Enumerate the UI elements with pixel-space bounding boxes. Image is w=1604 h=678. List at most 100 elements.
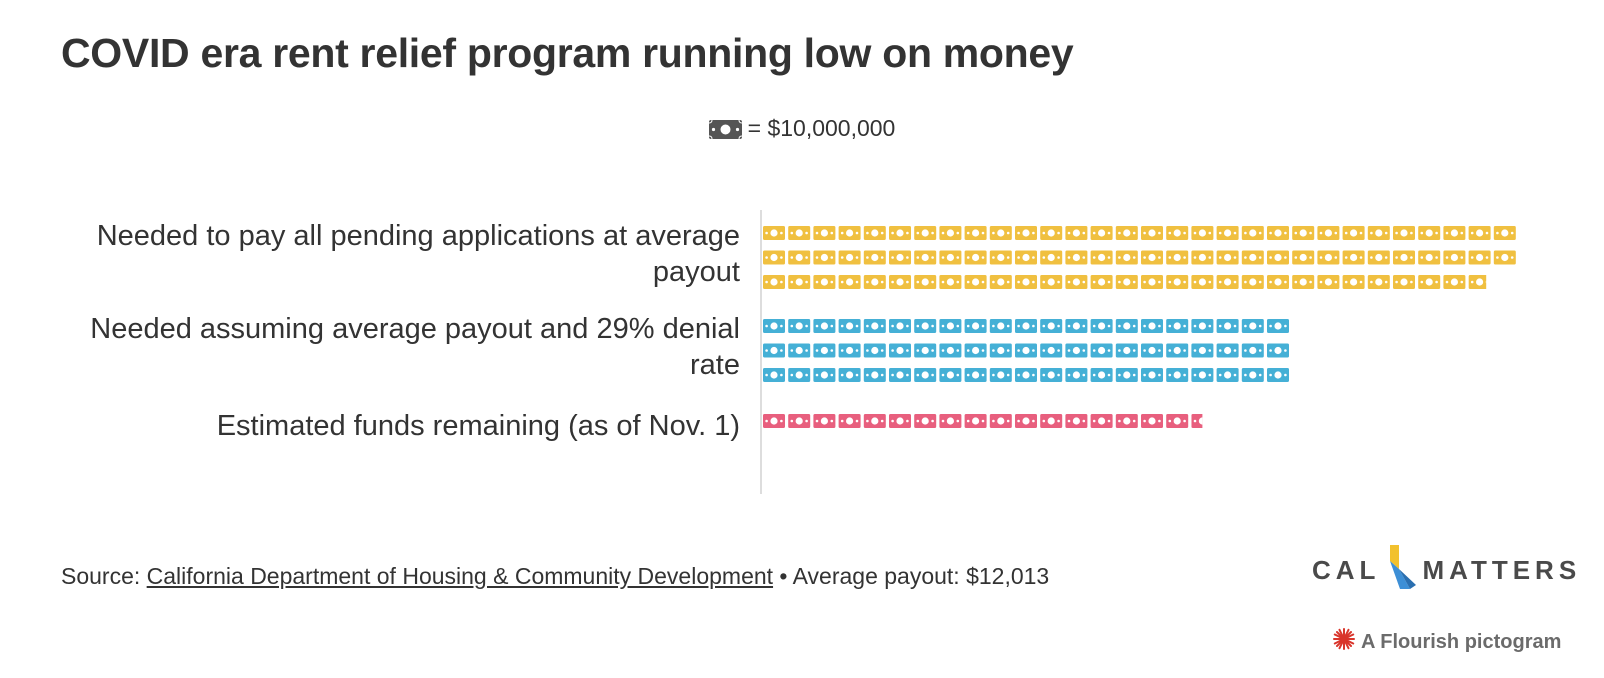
dollar-bill-icon <box>1090 250 1113 265</box>
dollar-bill-icon <box>1040 226 1063 240</box>
dollar-bill-icon <box>838 226 861 240</box>
category-label: Needed to pay all pending applications a… <box>97 220 740 288</box>
dollar-bill-icon <box>1342 226 1365 240</box>
dollar-bill-icon <box>1468 275 1487 289</box>
dollar-bill-icon <box>1317 250 1340 265</box>
dollar-bill-icon <box>1367 226 1390 240</box>
dollar-bill-icon <box>1191 368 1214 382</box>
dollar-bill-icon <box>763 275 785 289</box>
dollar-bill-icon <box>914 414 937 428</box>
dollar-bill-icon <box>1267 250 1289 265</box>
dollar-bill-icon <box>1216 226 1239 240</box>
dollar-bill-icon <box>788 226 811 240</box>
category-label: Needed assuming average payout and 29% d… <box>90 313 740 381</box>
dollar-bill-icon <box>1141 275 1163 289</box>
dollar-bill-icon <box>813 275 836 289</box>
dollar-bill-icon <box>1065 226 1088 240</box>
dollar-bill-icon <box>1015 343 1037 358</box>
flourish-credit-text: A Flourish pictogram <box>1361 630 1562 653</box>
dollar-bill-icon <box>1166 343 1189 358</box>
pictogram-series-2 <box>763 319 1289 382</box>
dollar-bill-icon <box>708 118 742 145</box>
flourish-credit[interactable]: A Flourish pictogram <box>1333 628 1561 656</box>
dollar-bill-icon <box>1115 319 1138 333</box>
dollar-bill-icon <box>964 226 987 240</box>
dollar-bill-icon <box>939 250 962 265</box>
dollar-bill-icon <box>1393 226 1415 240</box>
dollar-bill-icon <box>1040 368 1063 382</box>
dollar-bill-icon <box>813 343 836 358</box>
source-suffix: • Average payout: $12,013 <box>773 563 1050 589</box>
dollar-bill-icon <box>1065 275 1088 289</box>
dollar-bill-icon <box>1166 368 1189 382</box>
dollar-bill-icon <box>1292 250 1315 265</box>
dollar-bill-icon <box>763 414 785 428</box>
dollar-bill-icon <box>1191 343 1214 358</box>
dollar-bill-icon <box>1216 275 1239 289</box>
dollar-bill-icon <box>1216 319 1239 333</box>
dollar-bill-icon <box>813 250 836 265</box>
dollar-bill-icon <box>914 319 937 333</box>
dollar-bill-icon <box>889 319 911 333</box>
dollar-bill-icon <box>863 250 886 265</box>
pictogram-series-3 <box>763 414 1203 428</box>
dollar-bill-icon <box>1115 275 1138 289</box>
dollar-bill-icon <box>889 414 911 428</box>
dollar-bill-icon <box>1115 368 1138 382</box>
dollar-bill-icon <box>989 250 1012 265</box>
dollar-bill-icon <box>1443 275 1466 289</box>
dollar-bill-icon <box>1040 414 1063 428</box>
dollar-bill-icon <box>1241 368 1264 382</box>
calmatters-logo: CAL MATTERS <box>1312 544 1581 592</box>
dollar-bill-icon <box>1418 226 1441 240</box>
dollar-bill-icon <box>788 250 811 265</box>
dollar-bill-icon <box>1418 275 1441 289</box>
dollar-bill-icon <box>1040 250 1063 265</box>
dollar-bill-icon <box>1393 250 1415 265</box>
dollar-bill-icon <box>863 226 886 240</box>
dollar-bill-icon <box>939 226 962 240</box>
dollar-bill-icon <box>1267 319 1289 333</box>
source-link[interactable]: California Department of Housing & Commu… <box>146 563 774 589</box>
dollar-bill-icon <box>1015 414 1037 428</box>
legend-key-text: = $10,000,000 <box>747 115 896 141</box>
dollar-bill-icon <box>1090 368 1113 382</box>
dollar-bill-icon <box>1267 368 1289 382</box>
dollar-bill-icon <box>813 414 836 428</box>
dollar-bill-icon <box>989 414 1012 428</box>
dollar-bill-icon <box>863 343 886 358</box>
dollar-bill-icon <box>1040 343 1063 358</box>
dollar-bill-icon <box>1216 250 1239 265</box>
dollar-bill-icon <box>1090 414 1113 428</box>
dollar-bill-icon <box>1317 226 1340 240</box>
dollar-bill-icon <box>964 275 987 289</box>
dollar-bill-icon <box>1065 319 1088 333</box>
dollar-bill-icon <box>1267 343 1289 358</box>
dollar-bill-icon <box>939 343 962 358</box>
logo-text-left: CAL <box>1312 554 1381 585</box>
dollar-bill-icon <box>1443 226 1466 240</box>
dollar-bill-icon <box>989 275 1012 289</box>
dollar-bill-icon <box>1040 275 1063 289</box>
dollar-bill-icon <box>1241 226 1264 240</box>
dollar-bill-icon <box>1493 226 1516 240</box>
dollar-bill-icon <box>1166 414 1189 428</box>
dollar-bill-icon <box>863 414 886 428</box>
dollar-bill-icon <box>1065 368 1088 382</box>
dollar-bill-icon <box>1191 250 1214 265</box>
dollar-bill-icon <box>1166 250 1189 265</box>
dollar-bill-icon <box>1292 226 1315 240</box>
dollar-bill-icon <box>989 226 1012 240</box>
dollar-bill-icon <box>838 414 861 428</box>
dollar-bill-icon <box>863 368 886 382</box>
pictogram-series-1 <box>763 226 1516 289</box>
dollar-bill-icon <box>1166 226 1189 240</box>
dollar-bill-icon <box>1015 368 1037 382</box>
dollar-bill-icon <box>763 319 785 333</box>
dollar-bill-icon <box>1241 343 1264 358</box>
dollar-bill-icon <box>1065 343 1088 358</box>
dollar-bill-icon <box>1141 368 1163 382</box>
dollar-bill-icon <box>1191 275 1214 289</box>
dollar-bill-icon <box>1191 414 1203 428</box>
dollar-bill-icon <box>1065 250 1088 265</box>
